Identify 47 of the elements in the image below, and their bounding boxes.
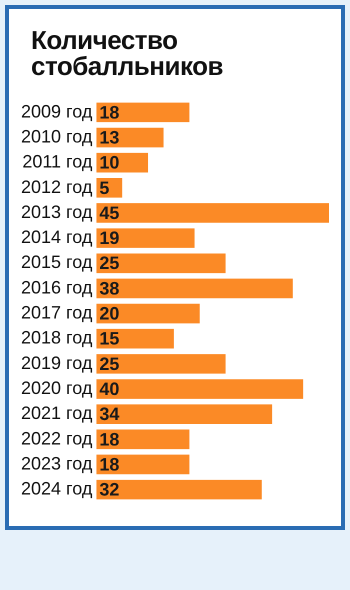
chart-title: Количество стобалльников (31, 25, 224, 81)
bar (96, 404, 272, 424)
bar (96, 454, 190, 474)
y-tick-label: 2016 год (20, 277, 93, 298)
data-label: 45 (99, 202, 120, 223)
bar (96, 278, 293, 298)
bar (96, 379, 304, 399)
data-label: 18 (99, 102, 120, 122)
bar (96, 480, 262, 500)
data-label: 18 (99, 454, 120, 474)
data-label: 38 (99, 278, 120, 298)
bar (96, 304, 200, 324)
bar (96, 228, 195, 248)
data-label: 19 (99, 228, 120, 248)
bar (96, 354, 226, 374)
y-tick-label: 2013 год (20, 202, 93, 222)
bar (96, 253, 226, 274)
data-label: 40 (99, 378, 120, 399)
y-tick-label: 2017 год (20, 302, 93, 323)
y-tick-label: 2009 год (20, 101, 93, 122)
data-label: 25 (99, 354, 120, 374)
y-tick-label: 2020 год (20, 378, 93, 398)
bar (96, 430, 190, 450)
y-tick-label: 2024 год (20, 478, 93, 499)
y-tick-label: 2011 год (22, 152, 93, 172)
data-label: 20 (99, 304, 120, 324)
y-tick-label: 2019 год (20, 352, 93, 373)
y-tick-label: 2014 год (20, 227, 93, 248)
y-tick-label: 2021 год (20, 403, 93, 424)
data-label: 25 (99, 253, 120, 274)
data-label: 32 (99, 480, 120, 500)
data-label: 5 (99, 178, 110, 198)
data-label: 13 (99, 127, 120, 148)
y-tick-label: 2023 год (20, 453, 93, 474)
bar (96, 203, 329, 223)
y-tick-label: 2018 год (20, 328, 93, 348)
data-label: 18 (99, 429, 120, 450)
data-label: 15 (99, 328, 120, 349)
bar (96, 328, 174, 349)
bar (96, 102, 190, 122)
y-tick-label: 2015 год (20, 252, 93, 272)
y-tick-label: 2012 год (20, 176, 93, 197)
data-label: 10 (99, 152, 120, 173)
bar (96, 128, 164, 148)
y-tick-label: 2010 год (20, 126, 93, 146)
data-label: 34 (99, 404, 120, 424)
y-tick-label: 2022 год (20, 428, 93, 448)
